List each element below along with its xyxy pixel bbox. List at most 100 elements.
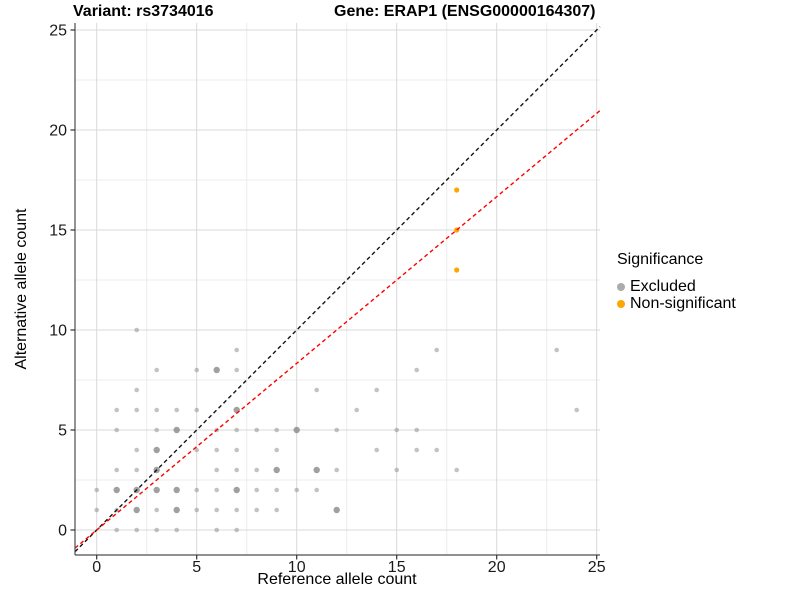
data-point-excluded [414,367,420,373]
data-point-excluded [154,407,159,413]
data-point-excluded [394,427,400,433]
data-point-excluded [134,467,139,473]
data-point-excluded [273,466,280,474]
data-point-excluded [254,427,259,433]
identity-line [74,26,601,553]
x-tick-label: 15 [388,559,406,576]
data-point-excluded [314,387,320,393]
legend-title: Significance [617,251,704,268]
data-point-excluded [194,487,199,493]
data-point-excluded [213,366,220,374]
data-point-excluded [313,466,320,474]
data-point-non-significant [454,267,460,273]
data-point-excluded [94,507,99,513]
legend-item-label: Non-significant [630,295,736,312]
data-point-excluded [234,447,239,453]
data-point-excluded [414,447,420,453]
data-point-excluded [113,486,120,494]
y-tick-label: 25 [49,23,67,40]
non-significant-swatch-icon [617,299,625,308]
data-point-excluded [214,467,219,473]
y-tick-label: 20 [49,123,67,140]
data-point-excluded [114,527,119,533]
data-point-excluded [314,487,320,493]
data-point-excluded [234,427,239,433]
y-tick-label: 10 [49,323,67,340]
data-point-excluded [173,486,180,494]
data-point-excluded [254,467,259,473]
expected-ratio-line [74,110,601,549]
data-point-excluded [174,407,179,413]
data-point-excluded [234,507,239,513]
data-point-excluded [334,427,340,433]
data-point-excluded [94,487,99,493]
data-point-excluded [114,407,119,413]
y-tick-label: 5 [58,423,67,440]
data-point-excluded [294,487,300,493]
data-point-excluded [154,527,159,533]
data-point-excluded [134,387,139,393]
data-point-excluded [174,527,179,533]
data-point-excluded [254,507,259,513]
excluded-swatch-icon [617,282,625,291]
x-tick-label: 25 [588,559,606,576]
data-point-excluded [434,347,440,353]
plot-title-gene: Gene: ERAP1 (ENSG00000164307) [334,3,596,20]
data-point-excluded [554,347,559,353]
data-point-excluded [194,407,199,413]
data-point-excluded [153,446,160,454]
data-point-excluded [574,407,579,413]
data-point-excluded [274,487,280,493]
y-tick-label: 0 [58,523,67,540]
x-tick-label: 20 [488,559,506,576]
data-point-excluded [354,407,360,413]
data-point-excluded [274,507,280,513]
data-point-excluded [214,507,219,513]
data-point-excluded [154,367,159,373]
data-point-excluded [114,427,119,433]
data-point-non-significant [454,187,460,193]
x-axis-title: Reference allele count [257,571,417,588]
data-point-excluded [134,447,139,453]
data-point-excluded [414,427,420,433]
data-point-excluded [274,427,280,433]
legend-item-non-significant: Non-significant [615,295,736,312]
y-axis-title: Alternative allele count [13,208,30,370]
data-point-excluded [334,467,340,473]
legend: Significance Excluded Non-significant [615,251,736,312]
data-point-excluded [173,506,180,514]
legend-item-label: Excluded [630,278,696,295]
data-point-excluded [194,447,199,453]
data-point-excluded [274,447,280,453]
data-point-excluded [293,426,300,434]
y-tick-label: 15 [49,223,67,240]
data-point-excluded [374,387,380,393]
data-point-excluded [434,447,440,453]
data-point-excluded [394,467,400,473]
data-point-excluded [114,467,119,473]
data-point-excluded [153,486,160,494]
data-point-excluded [133,506,140,514]
data-point-excluded [234,467,239,473]
data-point-excluded [233,486,240,494]
data-point-excluded [333,506,340,514]
data-point-excluded [234,347,239,353]
data-point-excluded [214,487,219,493]
legend-item-excluded: Excluded [615,278,736,295]
data-point-excluded [254,487,259,493]
data-point-excluded [374,447,380,453]
plot-title-variant: Variant: rs3734016 [73,3,214,20]
data-point-excluded [134,527,139,533]
x-tick-label: 5 [192,559,201,576]
data-point-excluded [194,507,199,513]
data-point-excluded [194,367,199,373]
data-point-excluded [154,427,159,433]
x-tick-label: 10 [288,559,306,576]
data-point-excluded [134,327,139,333]
data-point-excluded [234,367,239,373]
data-point-excluded [134,407,139,413]
data-point-excluded [234,527,239,533]
data-point-excluded [454,467,460,473]
